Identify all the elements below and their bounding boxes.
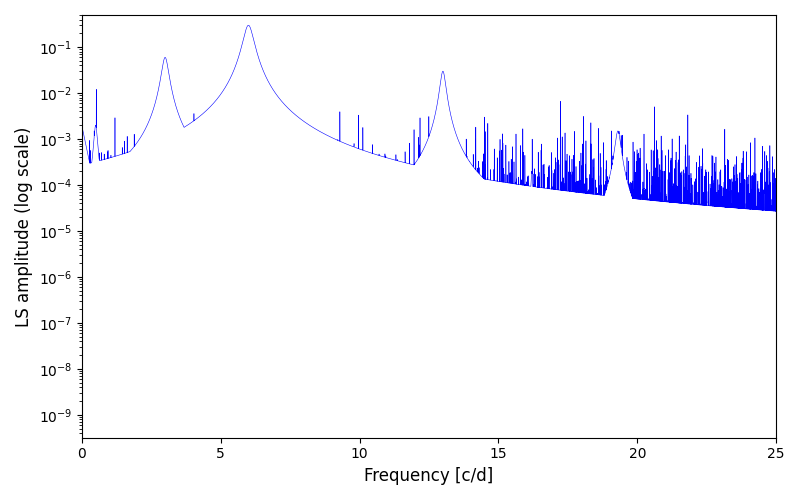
Y-axis label: LS amplitude (log scale): LS amplitude (log scale) bbox=[15, 126, 33, 326]
X-axis label: Frequency [c/d]: Frequency [c/d] bbox=[364, 467, 494, 485]
